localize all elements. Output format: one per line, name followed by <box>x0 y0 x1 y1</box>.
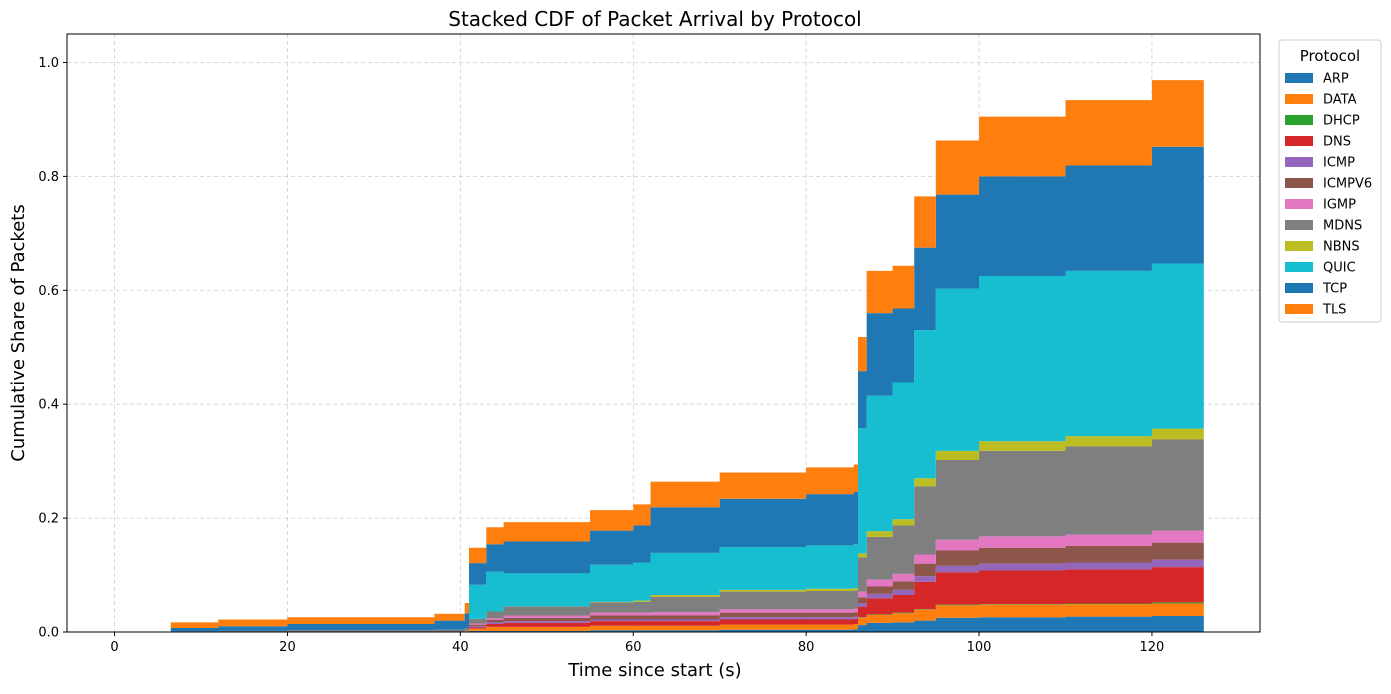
x-tick-label: 80 <box>798 640 815 655</box>
area-icmpv6 <box>114 540 1204 632</box>
legend-swatch-nbns <box>1285 241 1313 251</box>
legend-label-tcp: TCP <box>1322 282 1347 297</box>
y-tick-label: 0.2 <box>38 512 59 527</box>
legend-swatch-igmp <box>1285 199 1313 209</box>
tick-layer: 0 20 40 60 80 100 120 0.0 0.2 0.4 0.6 0.8 1.0 <box>38 56 1164 655</box>
y-tick-label: 0.8 <box>38 170 59 185</box>
area-tcp <box>114 135 1204 632</box>
legend-swatch-data <box>1285 94 1313 104</box>
plot-frame <box>66 33 1261 633</box>
chart-title: Stacked CDF of Packet Arrival by Protoco… <box>448 7 862 31</box>
area-dns <box>114 565 1204 632</box>
y-tick-label: 0.6 <box>38 284 59 299</box>
legend-label-icmp: ICMP <box>1323 156 1355 171</box>
x-tick-label: 20 <box>279 640 296 655</box>
legend-label-data: DATA <box>1323 93 1357 108</box>
x-tick-label: 60 <box>625 640 642 655</box>
x-axis-label: Time since start (s) <box>567 660 741 681</box>
legend-swatch-tcp <box>1285 283 1313 293</box>
x-tick-label: 120 <box>1140 640 1165 655</box>
legend-label-dhcp: DHCP <box>1323 114 1360 129</box>
legend: Protocol ARP DATA DHCP DNS ICMP ICMPV6 IGMP MDN… <box>1278 39 1382 323</box>
legend-swatch-icmpv6 <box>1285 178 1313 188</box>
legend-swatch-arp <box>1285 73 1313 83</box>
legend-swatch-dhcp <box>1285 115 1313 125</box>
legend-label-arp: ARP <box>1323 72 1349 87</box>
area-nbns <box>114 422 1204 632</box>
area-icmp <box>114 557 1204 632</box>
legend-label-mdns: MDNS <box>1323 219 1362 234</box>
area-layer <box>114 64 1204 633</box>
y-tick-label: 1.0 <box>38 56 59 71</box>
x-tick-label: 100 <box>967 640 992 655</box>
y-tick-label: 0.0 <box>38 626 59 641</box>
y-tick-label: 0.4 <box>38 398 59 413</box>
legend-label-igmp: IGMP <box>1323 198 1356 213</box>
legend-label-quic: QUIC <box>1323 261 1356 276</box>
area-igmp <box>114 528 1204 632</box>
x-tick-label: 40 <box>452 640 469 655</box>
legend-label-dns: DNS <box>1323 135 1351 150</box>
legend-label-tls: TLS <box>1322 303 1346 318</box>
legend-swatch-tls <box>1285 304 1313 314</box>
legend-title: Protocol <box>1300 47 1360 65</box>
area-quic <box>114 257 1204 632</box>
legend-items: ARP DATA DHCP DNS ICMP ICMPV6 IGMP MDNS NBNS QUIC… <box>1285 72 1372 318</box>
y-axis-label: Cumulative Share of Packets <box>8 204 29 461</box>
legend-swatch-mdns <box>1285 220 1313 230</box>
legend-label-icmpv6: ICMPV6 <box>1323 177 1372 192</box>
legend-label-nbns: NBNS <box>1323 240 1360 255</box>
legend-swatch-quic <box>1285 262 1313 272</box>
legend-box <box>1278 39 1382 323</box>
x-tick-label: 0 <box>110 640 118 655</box>
area-arp <box>114 615 1204 632</box>
legend-swatch-icmp <box>1285 157 1313 167</box>
legend-swatch-dns <box>1285 136 1313 146</box>
area-mdns <box>114 434 1204 632</box>
area-tls <box>114 64 1204 633</box>
